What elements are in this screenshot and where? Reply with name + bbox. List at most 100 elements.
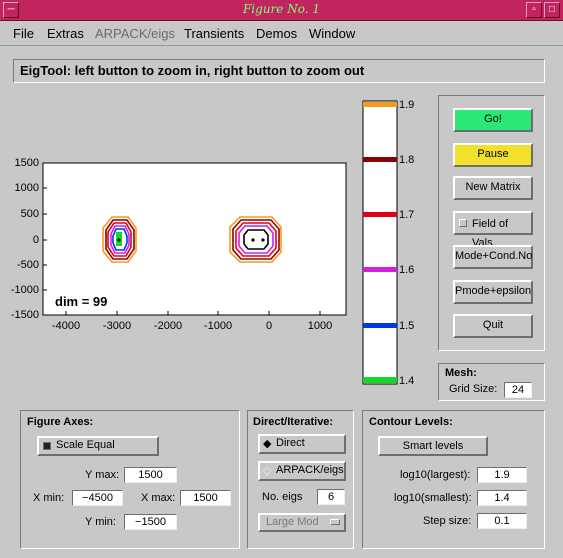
smart-levels-button[interactable]: Smart levels — [378, 436, 488, 456]
menu-extras[interactable]: Extras — [47, 26, 84, 41]
title-bar — [0, 0, 563, 21]
quit-button[interactable]: Quit — [453, 314, 533, 338]
figure-axes-title: Figure Axes: — [27, 416, 94, 428]
log-smallest-label: log10(smallest): — [394, 492, 472, 504]
num-eigs-label: No. eigs — [262, 491, 303, 503]
menu-window[interactable]: Window — [309, 26, 356, 41]
scale-equal-label: Scale Equal — [56, 439, 115, 451]
direct-iterative-panel: Direct/Iterative: ◆ Direct ◇ ARPACK/eigs… — [247, 410, 354, 549]
window-title: Figure No. 1 — [242, 2, 320, 16]
pause-button[interactable]: Pause — [453, 143, 533, 167]
contour-level-1-8 — [232, 219, 280, 260]
contour-level-1-8 — [105, 219, 135, 260]
x-tick-label: -4000 — [51, 320, 81, 332]
contour-level-1-7 — [107, 222, 132, 257]
menu-bar — [0, 22, 563, 46]
contour-level-1-7 — [235, 222, 277, 257]
contour-levels-title: Contour Levels: — [369, 416, 453, 428]
eigenvalue-marker — [251, 238, 255, 242]
y-tick-label: 1500 — [14, 157, 39, 169]
maximize-button[interactable]: □ — [544, 2, 560, 18]
xmin-input[interactable]: −4500 — [72, 490, 123, 506]
colorbar-band-1-9 — [363, 102, 397, 107]
go-button[interactable]: Go! — [453, 108, 533, 132]
contour-level-1-9 — [102, 216, 137, 263]
xmax-label: X max: — [141, 492, 176, 504]
xmax-input[interactable]: 1500 — [180, 490, 231, 506]
contour-cluster-right — [229, 216, 282, 263]
mesh-title: Mesh: — [445, 367, 477, 379]
x-tick-label: -1000 — [203, 320, 233, 332]
menu-arpack[interactable]: ARPACK/eigs — [95, 26, 175, 41]
status-header: EigTool: left button to zoom in, right b… — [13, 59, 545, 83]
menu-file[interactable]: File — [13, 26, 34, 41]
mode-cond-button[interactable]: Mode+Cond.No — [453, 245, 533, 269]
colorbar-band-1-7 — [363, 212, 397, 217]
y-tick-label: 1000 — [14, 182, 39, 194]
y-axis — [43, 162, 47, 316]
field-of-vals-toggle[interactable]: Field of Vals. — [453, 211, 533, 249]
scale-equal-toggle[interactable]: Scale Equal — [37, 436, 159, 456]
header-text: EigTool: left button to zoom in, right b… — [20, 63, 365, 78]
colorbar-tick-label: 1.5 — [399, 320, 415, 332]
contour-level-1-5 — [112, 228, 128, 251]
step-size-label: Step size: — [423, 515, 472, 527]
large-mod-select[interactable]: Large Mod — [258, 513, 346, 532]
option-menu-icon — [330, 519, 340, 525]
dim-label: dim = 99 — [55, 294, 108, 309]
contour-level-inner — [243, 229, 269, 250]
log-largest-label: log10(largest): — [400, 469, 471, 481]
x-tick-label: 0 — [265, 320, 273, 332]
colorbar-band-1-5 — [363, 323, 397, 328]
direct-radio[interactable]: ◆ Direct — [258, 434, 346, 454]
pseudospectra-plot[interactable] — [0, 150, 360, 340]
direct-iterative-title: Direct/Iterative: — [253, 416, 334, 428]
colorbar-tick-label: 1.4 — [399, 375, 415, 387]
colorbar-tick-label: 1.7 — [399, 209, 415, 221]
y-tick-label: -500 — [16, 259, 39, 271]
step-size-input[interactable]: 0.1 — [477, 513, 527, 529]
colorbar-tick-label: 1.6 — [399, 264, 415, 276]
ymax-label: Y max: — [85, 469, 120, 481]
colorbar-band-1-8 — [363, 157, 397, 162]
contour-level-1-6 — [238, 225, 274, 254]
arpack-radio[interactable]: ◇ ARPACK/eigs — [258, 461, 346, 481]
new-matrix-button[interactable]: New Matrix — [453, 176, 533, 200]
direct-label: Direct — [276, 437, 305, 449]
window-menu-button[interactable]: ─ — [3, 2, 19, 18]
num-eigs-input[interactable]: 6 — [317, 489, 345, 505]
grid-size-input[interactable]: 24 — [504, 382, 532, 398]
pmode-epsilon-button[interactable]: Pmode+epsilon — [453, 280, 533, 304]
grid-size-label: Grid Size: — [449, 383, 498, 395]
colorbar-tick-label: 1.9 — [399, 99, 415, 111]
menu-transients[interactable]: Transients — [184, 26, 245, 41]
plot-axes-box — [42, 162, 347, 316]
x-tick-label: -3000 — [102, 320, 132, 332]
radio-on-icon: ◆ — [263, 438, 272, 450]
y-tick-label: -1000 — [10, 284, 39, 296]
minimize-button[interactable]: ▫ — [526, 2, 542, 18]
ymin-label: Y min: — [85, 516, 116, 528]
contour-level-1-9 — [229, 216, 282, 263]
colorbar-tick-label: 1.8 — [399, 154, 415, 166]
mesh-panel: Mesh: Grid Size: 24 — [438, 363, 545, 401]
ymin-input[interactable]: −1500 — [124, 514, 177, 530]
colorbar — [362, 100, 398, 385]
figure-axes-panel: Figure Axes: Scale Equal Y max: 1500 X m… — [20, 410, 240, 549]
log-smallest-input[interactable]: 1.4 — [477, 490, 527, 506]
colorbar-band-1-6 — [363, 267, 397, 272]
large-mod-label: Large Mod — [266, 516, 319, 528]
y-tick-label: -1500 — [10, 309, 39, 321]
ymax-input[interactable]: 1500 — [124, 467, 177, 483]
x-tick-label: 1000 — [307, 320, 333, 332]
radio-off-icon: ◇ — [263, 465, 272, 477]
checkbox-icon — [459, 219, 467, 227]
xmin-label: X min: — [33, 492, 65, 504]
x-axis — [65, 311, 321, 315]
eigenvalue-marker — [261, 238, 265, 242]
x-tick-label: -2000 — [153, 320, 183, 332]
menu-demos[interactable]: Demos — [256, 26, 298, 41]
log-largest-input[interactable]: 1.9 — [477, 467, 527, 483]
contour-cluster-left — [102, 216, 137, 263]
contour-level-1-6 — [110, 225, 130, 254]
